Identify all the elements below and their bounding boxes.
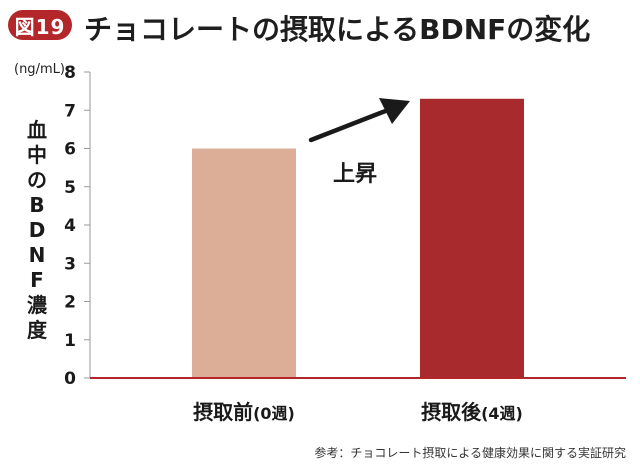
x-category-label: 摂取後 (421, 400, 482, 424)
y-tick-label: 0 (64, 369, 76, 389)
y-tick-label: 5 (64, 178, 76, 198)
y-tick-label: 2 (64, 293, 76, 313)
x-category-before: 摂取前(0週) (144, 396, 344, 425)
y-tick-label: 3 (64, 254, 76, 274)
source-note: 参考：チョコレート摂取による健康効果に関する実証研究 (314, 446, 626, 460)
rise-arrow-head (379, 98, 410, 124)
y-tick-label: 1 (64, 331, 76, 351)
x-category-sub-label: (4週) (481, 404, 523, 423)
chart-title: チョコレートの摂取によるBDNFの変化 (84, 13, 591, 46)
figure-number: 図19 (14, 14, 66, 39)
rise-annotation: 上昇 (333, 162, 378, 187)
x-category-after: 摂取後(4週) (372, 396, 572, 425)
y-tick-label: 4 (64, 216, 76, 236)
y-axis-label: 血 中 の B D N F 濃 度 (27, 118, 47, 342)
rise-arrow-line (308, 107, 391, 143)
bar (420, 98, 524, 379)
x-category-label: 摂取前 (193, 400, 254, 424)
y-tick-label: 6 (64, 140, 76, 160)
figure-number-badge: 図19 (8, 10, 72, 40)
x-category-sub-label: (0週) (253, 404, 295, 423)
y-tick-label: 8 (64, 63, 76, 83)
bar (192, 148, 296, 378)
y-tick-label: 7 (64, 101, 76, 121)
y-axis-unit: (ng/mL) (14, 62, 65, 77)
